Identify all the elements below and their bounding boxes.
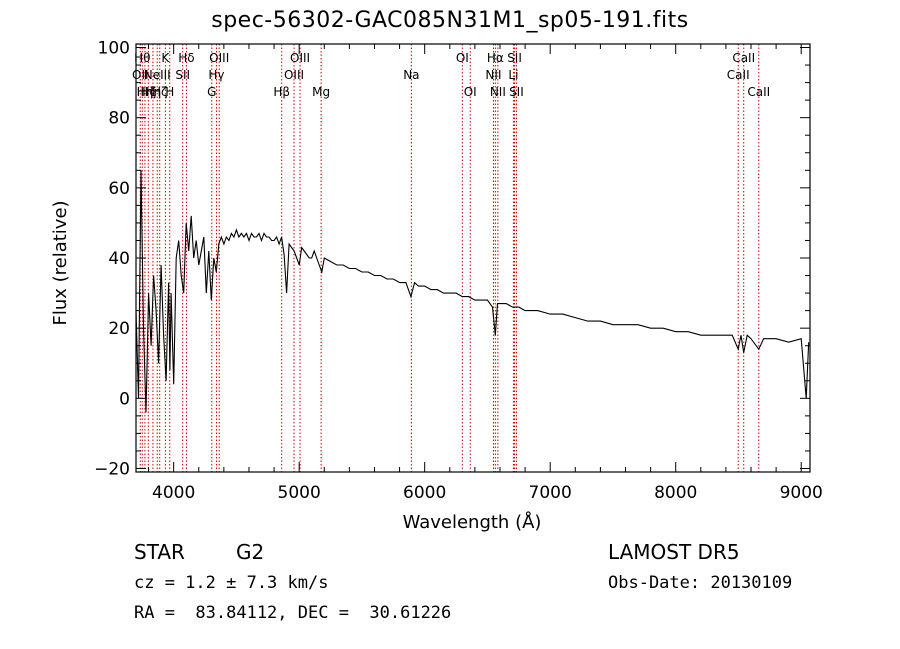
line-label-5: NeIII bbox=[144, 68, 171, 82]
emission-line-markers bbox=[139, 44, 760, 472]
y-tick-label--20: −20 bbox=[94, 459, 130, 479]
y-tick-label-0: 0 bbox=[119, 389, 130, 409]
line-label-3: Hζ bbox=[141, 85, 157, 99]
object-class: STAR bbox=[134, 540, 185, 564]
line-label-23: NII bbox=[490, 85, 506, 99]
coordinates: RA = 83.84112, DEC = 30.61226 bbox=[134, 603, 452, 623]
x-tick-label-5000: 5000 bbox=[278, 483, 321, 503]
line-label-6: Hζ bbox=[152, 85, 168, 99]
x-tick-label-7000: 7000 bbox=[529, 483, 572, 503]
line-label-7: K bbox=[161, 51, 170, 65]
x-tick-label-4000: 4000 bbox=[152, 483, 195, 503]
line-label-24: Li bbox=[508, 68, 518, 82]
y-tick-label-40: 40 bbox=[108, 249, 130, 269]
line-label-10: Hδ bbox=[178, 51, 194, 65]
x-axis-label: Wavelength (Å) bbox=[403, 511, 542, 533]
line-label-8: H bbox=[165, 85, 174, 99]
line-label-15: OIII bbox=[284, 68, 304, 82]
plot-frame bbox=[135, 43, 811, 473]
x-tick-label-9000: 9000 bbox=[780, 483, 823, 503]
line-label-20: OI bbox=[464, 85, 477, 99]
x-tick-label-8000: 8000 bbox=[654, 483, 697, 503]
survey-name: LAMOST DR5 bbox=[608, 540, 740, 564]
line-label-26: SII bbox=[509, 85, 524, 99]
line-label-1: Hθ bbox=[134, 51, 150, 65]
x-axis-ticks: 4000 5000 6000 7000 8000 9000 bbox=[148, 44, 823, 503]
object-subclass: G2 bbox=[236, 540, 265, 564]
line-label-2: Hη bbox=[137, 85, 154, 99]
line-label-13: OIII bbox=[209, 51, 229, 65]
line-label-12: Hγ bbox=[208, 68, 224, 82]
observation-date: Obs-Date: 20130109 bbox=[608, 573, 793, 593]
line-label-19: OI bbox=[456, 51, 469, 65]
emission-line-labels: OIIHθHηHζHηNeIIIHζKHSIIHδGHγOIIIHβOIIIOI… bbox=[132, 51, 770, 99]
line-label-22: Hα bbox=[487, 51, 504, 65]
spectrum-curve bbox=[135, 170, 810, 413]
x-tick-label-6000: 6000 bbox=[403, 483, 446, 503]
line-label-18: Na bbox=[403, 68, 419, 82]
chart-title: spec-56302-GAC085N31M1_sp05-191.fits bbox=[211, 8, 689, 33]
line-label-28: CaII bbox=[732, 51, 755, 65]
y-tick-label-100: 100 bbox=[98, 39, 130, 59]
y-axis-label: Flux (relative) bbox=[50, 200, 71, 325]
line-label-25: SII bbox=[507, 51, 522, 65]
line-label-16: OIII bbox=[290, 51, 310, 65]
y-tick-label-20: 20 bbox=[108, 319, 130, 339]
y-tick-label-80: 80 bbox=[108, 109, 130, 129]
line-label-21: NII bbox=[485, 68, 501, 82]
line-label-4: Hη bbox=[145, 85, 162, 99]
redshift-velocity: cz = 1.2 ± 7.3 km/s bbox=[134, 573, 329, 593]
y-axis-ticks: −20 0 20 40 60 80 100 bbox=[94, 39, 810, 479]
line-label-29: CaII bbox=[747, 85, 770, 99]
line-label-9: SII bbox=[175, 68, 190, 82]
line-label-27: CaII bbox=[727, 68, 750, 82]
line-label-14: Hβ bbox=[273, 85, 290, 99]
line-label-11: G bbox=[207, 85, 216, 99]
line-label-17: Mg bbox=[312, 85, 330, 99]
y-tick-label-60: 60 bbox=[108, 179, 130, 199]
